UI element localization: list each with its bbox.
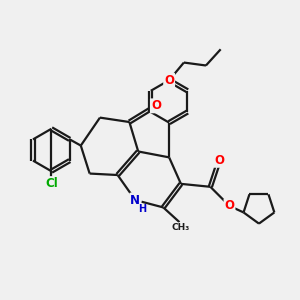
Text: O: O: [151, 99, 161, 112]
Text: O: O: [214, 154, 224, 167]
Text: Cl: Cl: [45, 177, 58, 190]
Text: N: N: [130, 194, 140, 207]
Text: O: O: [224, 200, 235, 212]
Text: CH₃: CH₃: [172, 223, 190, 232]
Text: H: H: [139, 205, 147, 214]
Text: O: O: [164, 74, 174, 87]
